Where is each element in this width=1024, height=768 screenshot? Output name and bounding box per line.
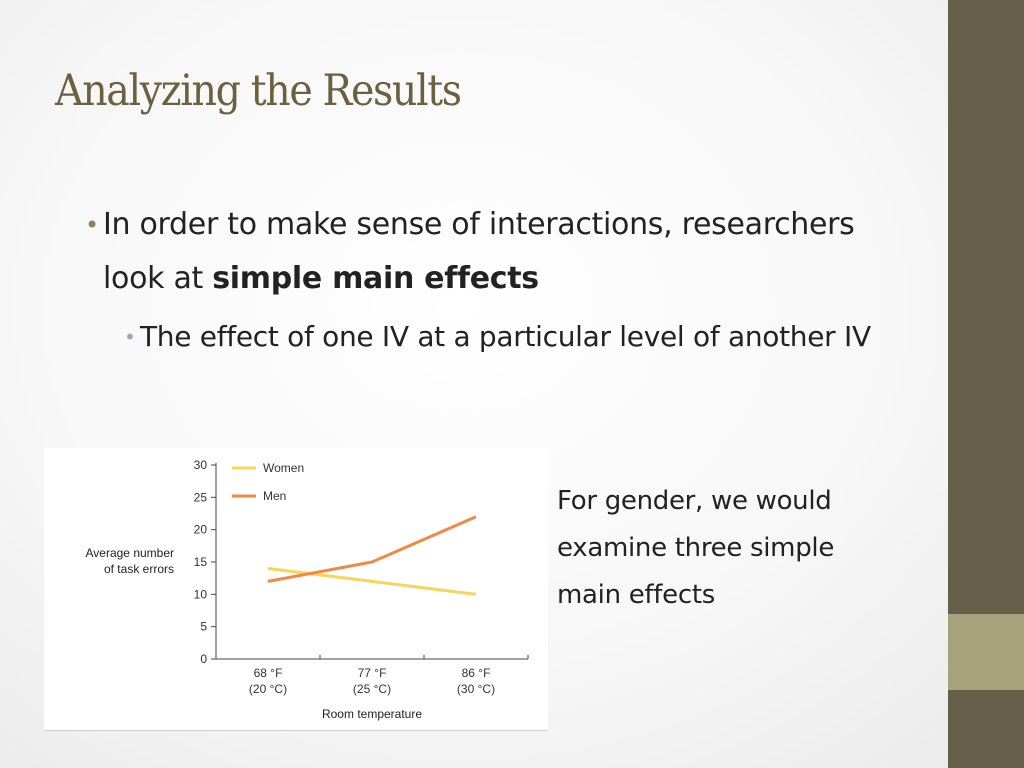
sidebar-accent-block	[948, 614, 1024, 690]
x-tick-label: (25 °C)	[353, 682, 391, 696]
x-tick-label: 68 °F	[254, 666, 283, 680]
x-axis-label: Room temperature	[322, 707, 422, 721]
y-tick-label: 0	[200, 652, 207, 666]
series-line-men	[267, 515, 477, 583]
y-tick-label: 30	[194, 458, 208, 472]
legend-label-men: Men	[263, 489, 286, 503]
y-axis-label: Average number	[86, 546, 175, 560]
bullet-dot-icon: •	[85, 211, 99, 239]
x-tick-label: 77 °F	[358, 666, 387, 680]
y-tick-label: 10	[194, 587, 208, 601]
x-tick-label: (20 °C)	[249, 682, 287, 696]
side-note: For gender, we would examine three simpl…	[557, 486, 835, 610]
series-line-women	[267, 566, 477, 596]
y-axis-label: of task errors	[104, 562, 174, 576]
line-chart: 0 5 10 15 20 25 30 68 °F (20 °C) 77 °F (25 °C) 86 °…	[86, 458, 529, 721]
bullet-1-bold-term: simple main effects	[212, 261, 539, 296]
bullet-2-text: The effect of one IV at a particular lev…	[140, 320, 871, 353]
x-tick-label: (30 °C)	[457, 682, 495, 696]
chart-panel: 0 5 10 15 20 25 30 68 °F (20 °C) 77 °F (25 °C) 86 °…	[44, 448, 548, 731]
legend-label-women: Women	[263, 461, 304, 475]
x-tick-label: 86 °F	[462, 666, 491, 680]
y-tick-label: 20	[194, 523, 208, 537]
y-tick-label: 5	[200, 620, 207, 634]
y-tick-label: 25	[194, 490, 208, 504]
bullet-level-1: • In order to make sense of interactions…	[85, 198, 893, 306]
y-tick-label: 15	[194, 555, 208, 569]
bullet-dot-icon: •	[124, 325, 136, 349]
bullet-level-2: • The effect of one IV at a particular l…	[124, 312, 900, 362]
slide-title: Analyzing the Results	[55, 66, 462, 116]
bullet-1-text: In order to make sense of interactions, …	[103, 207, 855, 296]
